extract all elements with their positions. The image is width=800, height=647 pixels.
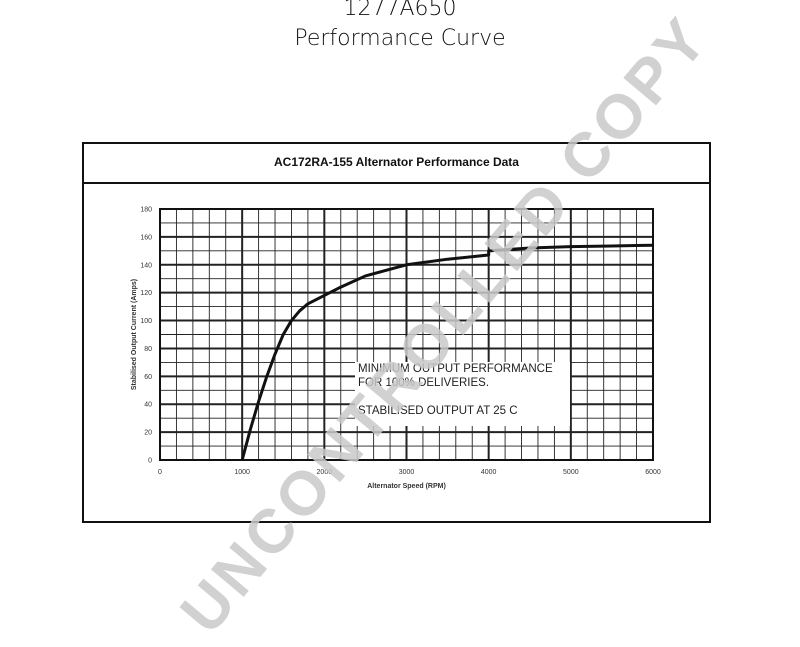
x-tick-label: 0	[158, 469, 162, 476]
y-tick-label: 20	[144, 430, 152, 437]
plot-border	[159, 208, 654, 461]
x-tick-label: 6000	[645, 469, 661, 476]
page-subtitle: Performance Curve	[294, 26, 506, 51]
x-tick-label: 1000	[234, 469, 250, 476]
y-tick-label: 60	[144, 374, 152, 381]
y-tick-label: 40	[144, 402, 152, 409]
y-tick-label: 0	[148, 458, 152, 465]
y-tick-label: 120	[140, 290, 152, 297]
y-tick-label: 160	[140, 234, 152, 241]
annotation-line-3: STABILISED OUTPUT AT 25 C	[358, 405, 518, 417]
x-tick-label: 2000	[317, 469, 333, 476]
y-tick-label: 100	[140, 318, 152, 325]
chart-annotation-box: MINIMUM OUTPUT PERFORMANCE FOR 100% DELI…	[355, 362, 570, 426]
y-tick-label: 180	[140, 207, 152, 214]
chart-frame: AC172RA-155 Alternator Performance Data	[82, 142, 711, 523]
y-axis-label: Stabilised Output Current (Amps)	[131, 279, 138, 390]
performance-curve	[240, 243, 654, 461]
annotation-line-2: FOR 100% DELIVERIES.	[358, 377, 490, 389]
y-tick-label: 140	[140, 262, 152, 269]
chart-title: AC172RA-155 Alternator Performance Data	[84, 144, 709, 184]
y-tick-label: 80	[144, 346, 152, 353]
part-number: 1277A650	[343, 0, 457, 21]
annotation-line-1: MINIMUM OUTPUT PERFORMANCE	[358, 363, 553, 375]
x-tick-label: 3000	[399, 469, 415, 476]
x-tick-label: 5000	[563, 469, 579, 476]
x-tick-label: 4000	[481, 469, 497, 476]
x-axis-label: Alternator Speed (RPM)	[367, 483, 446, 490]
